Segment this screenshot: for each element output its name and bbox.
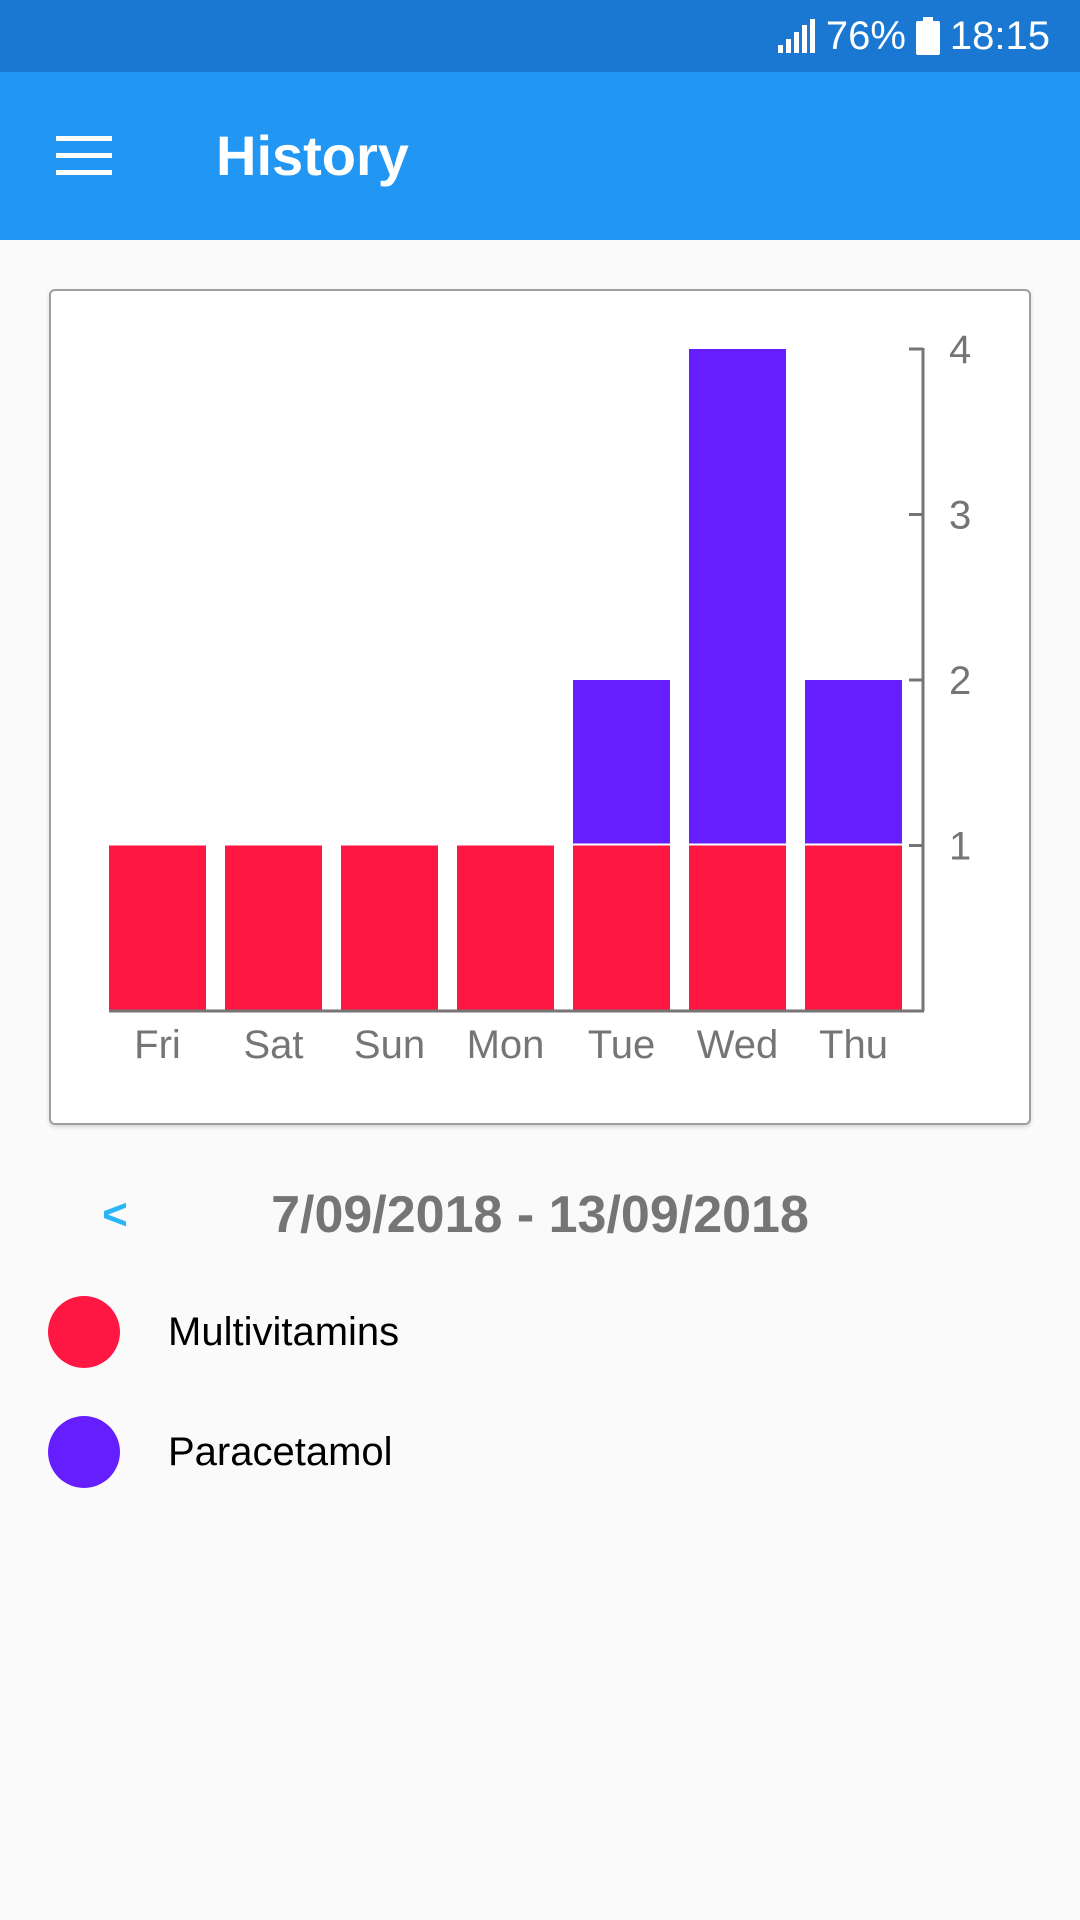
menu-icon [56, 136, 112, 175]
x-tick-label-wed: Wed [697, 1023, 779, 1067]
history-chart-card: 1 2 3 4 Fri Sat Sun Mon Tue Wed Thu [49, 289, 1031, 1125]
battery-percent: 76% [825, 13, 906, 58]
bar-thu-multivitamins [805, 845, 902, 1011]
legend: Multivitamins Paracetamol [0, 1296, 1080, 1536]
history-chart: 1 2 3 4 Fri Sat Sun Mon Tue Wed Thu [109, 328, 971, 1067]
x-tick-label-mon: Mon [467, 1023, 545, 1067]
legend-label-multivitamins: Multivitamins [168, 1310, 400, 1354]
menu-button[interactable] [36, 108, 132, 204]
bar-sat-multivitamins [225, 845, 322, 1011]
page-title: History [216, 124, 409, 187]
status-bar: 76% 18:15 [0, 0, 1080, 72]
bar-tue-paracetamol [573, 680, 670, 844]
bar-fri-multivitamins [109, 845, 206, 1011]
y-tick-label-2: 2 [949, 659, 971, 703]
bar-thu-paracetamol [805, 680, 902, 844]
status-indicators: 76% 18:15 [777, 0, 1050, 72]
date-range-label: 7/09/2018 - 13/09/2018 [271, 1186, 809, 1244]
bar-wed-paracetamol [689, 349, 786, 844]
signal-icon [777, 19, 816, 53]
x-tick-label-sat: Sat [243, 1023, 303, 1067]
legend-label-paracetamol: Paracetamol [168, 1430, 393, 1474]
date-navigation: < 7/09/2018 - 13/09/2018 [0, 1180, 1080, 1250]
app-bar: History [0, 72, 1080, 240]
bar-tue-multivitamins [573, 845, 670, 1011]
previous-week-button[interactable]: < [102, 1190, 128, 1239]
y-tick-label-3: 3 [949, 494, 971, 538]
clock: 18:15 [949, 13, 1050, 58]
bar-wed-multivitamins [689, 845, 786, 1011]
legend-item-multivitamins: Multivitamins [0, 1296, 1080, 1368]
legend-swatch-paracetamol [48, 1416, 120, 1488]
legend-swatch-multivitamins [48, 1296, 120, 1368]
battery-icon [915, 17, 940, 55]
bar-sun-multivitamins [341, 845, 438, 1011]
x-tick-label-thu: Thu [819, 1023, 888, 1067]
y-tick-label-4: 4 [949, 328, 971, 372]
x-tick-label-fri: Fri [134, 1023, 181, 1067]
y-tick-label-1: 1 [949, 825, 971, 869]
bar-mon-multivitamins [457, 845, 554, 1011]
x-tick-label-sun: Sun [354, 1023, 425, 1067]
x-tick-label-tue: Tue [588, 1023, 655, 1067]
legend-item-paracetamol: Paracetamol [0, 1416, 1080, 1488]
